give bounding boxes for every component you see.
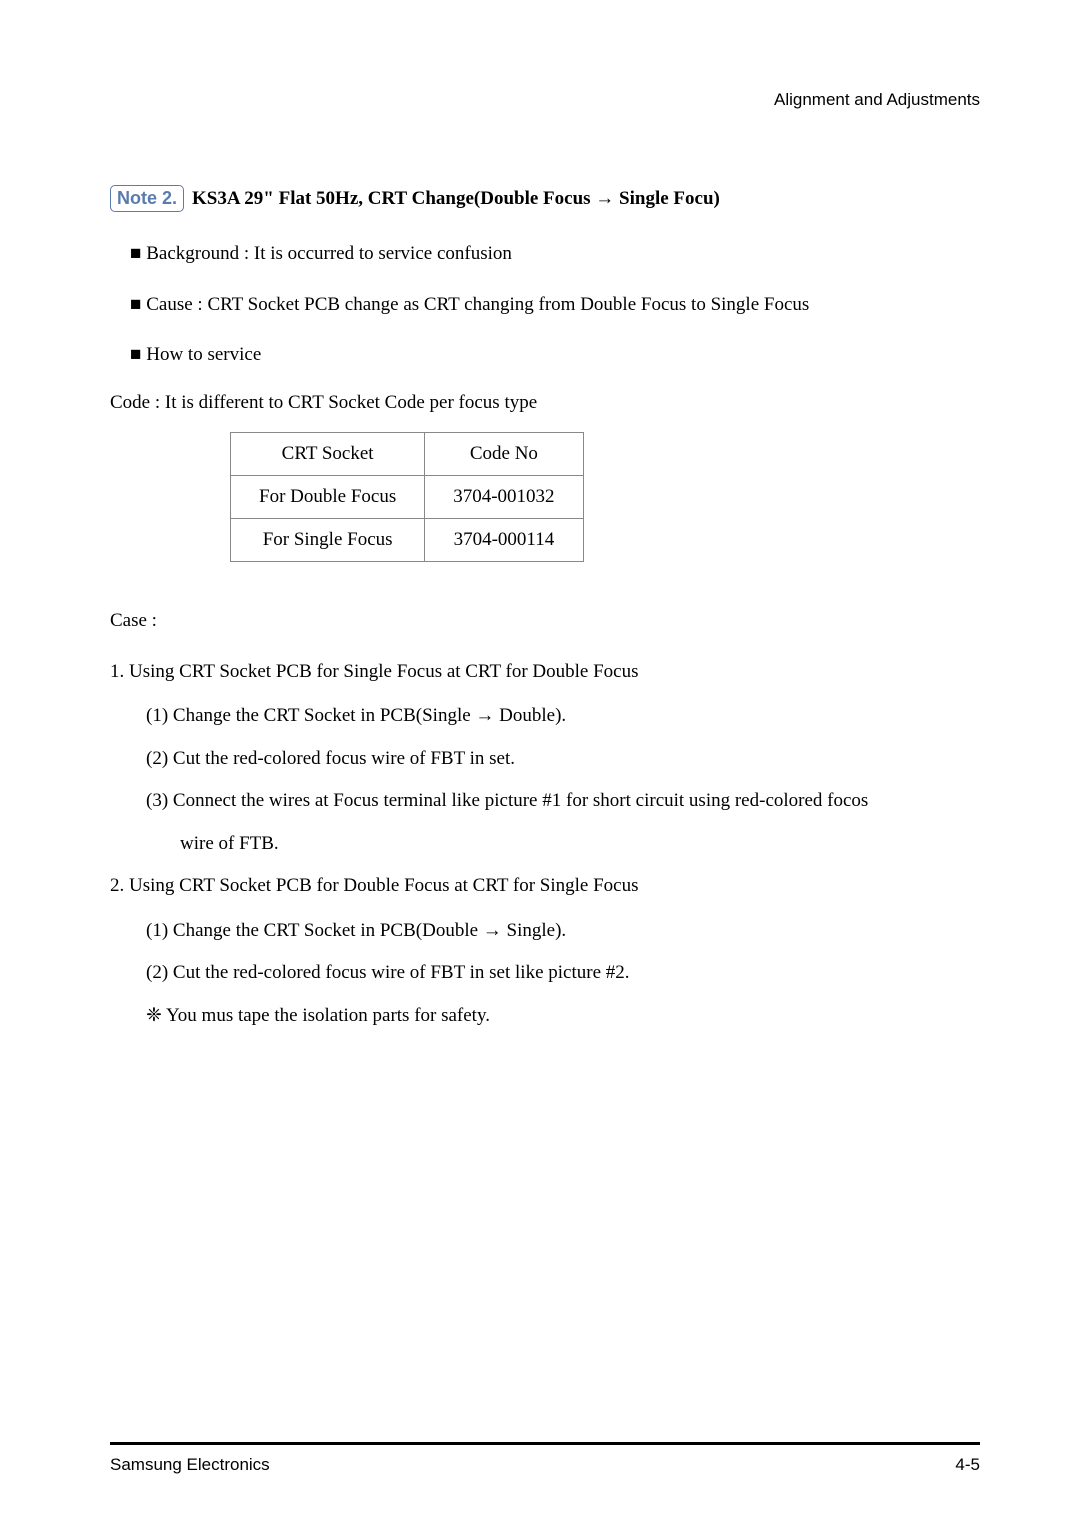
case2-title: 2. Using CRT Socket PCB for Double Focus… [110, 872, 980, 901]
square-icon: ■ [130, 243, 141, 264]
case1-step2: (2) Cut the red-colored focus wire of FB… [146, 745, 980, 774]
square-icon: ■ [130, 344, 141, 365]
case1-step1: (1) Change the CRT Socket in PCB(Single … [146, 702, 980, 731]
page-footer: Samsung Electronics 4-5 [110, 1442, 980, 1475]
case2-step1: (1) Change the CRT Socket in PCB(Double … [146, 917, 980, 946]
note-heading: Note 2. KS3A 29" Flat 50Hz, CRT Change(D… [110, 185, 980, 212]
footer-row: Samsung Electronics 4-5 [110, 1455, 980, 1475]
case-label: Case : [110, 610, 980, 632]
case1-step3: (3) Connect the wires at Focus terminal … [146, 787, 980, 816]
page-content: Note 2. KS3A 29" Flat 50Hz, CRT Change(D… [110, 185, 980, 1030]
bullet-how: ■ How to service [130, 341, 980, 370]
bullet-cause: ■ Cause : CRT Socket PCB change as CRT c… [130, 291, 980, 320]
bullet-background: ■ Background : It is occurred to service… [130, 240, 980, 269]
cell-socket: For Single Focus [231, 518, 425, 561]
th-code: Code No [425, 432, 583, 475]
table-row: For Single Focus 3704-000114 [231, 518, 584, 561]
case1-title: 1. Using CRT Socket PCB for Single Focus… [110, 658, 980, 687]
table-row: For Double Focus 3704-001032 [231, 475, 584, 518]
bullet-cause-text: Cause : CRT Socket PCB change as CRT cha… [146, 294, 809, 315]
footer-left: Samsung Electronics [110, 1455, 270, 1475]
th-socket: CRT Socket [231, 432, 425, 475]
square-icon: ■ [130, 294, 141, 315]
case2-step2: (2) Cut the red-colored focus wire of FB… [146, 959, 980, 988]
bullet-how-text: How to service [146, 344, 261, 365]
note-badge: Note 2. [110, 185, 184, 212]
cell-code: 3704-001032 [425, 475, 583, 518]
socket-table: CRT Socket Code No For Double Focus 3704… [230, 432, 584, 562]
table-header-row: CRT Socket Code No [231, 432, 584, 475]
code-intro: Code : It is different to CRT Socket Cod… [110, 392, 980, 414]
footer-right: 4-5 [955, 1455, 980, 1475]
footer-rule [110, 1442, 980, 1445]
cell-socket: For Double Focus [231, 475, 425, 518]
section-header: Alignment and Adjustments [774, 90, 980, 110]
bullet-background-text: Background : It is occurred to service c… [146, 243, 512, 264]
note-title: KS3A 29" Flat 50Hz, CRT Change(Double Fo… [192, 188, 720, 209]
case1-step3-cont: wire of FTB. [180, 830, 980, 859]
case2-step3: ❈ You mus tape the isolation parts for s… [146, 1002, 980, 1031]
cell-code: 3704-000114 [425, 518, 583, 561]
